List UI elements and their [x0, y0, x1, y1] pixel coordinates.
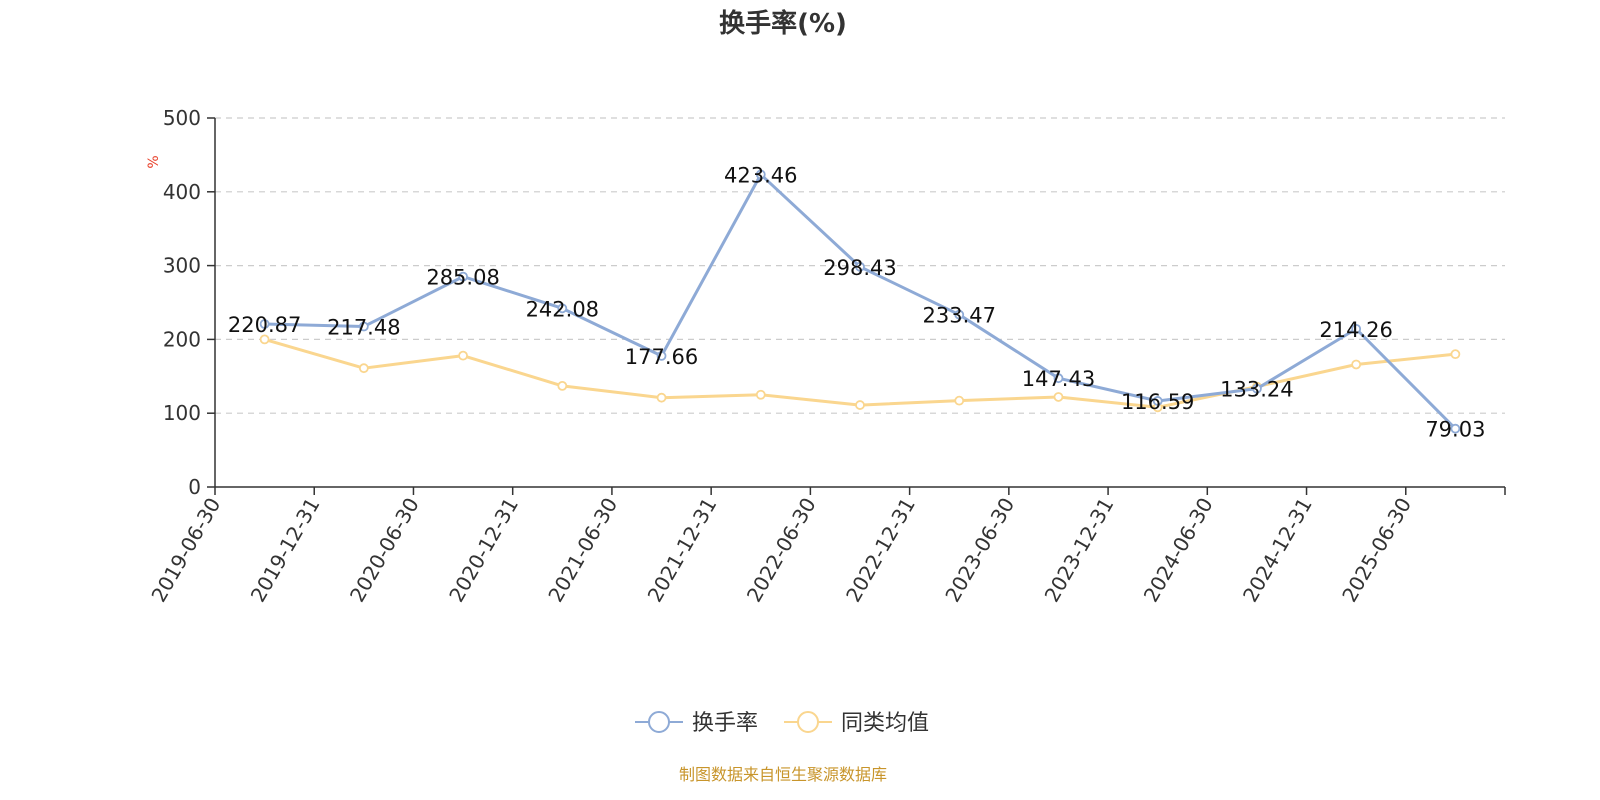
data-point	[259, 334, 270, 345]
data-label: 147.43	[1022, 367, 1095, 391]
x-tick-label: 2025-06-30	[1337, 494, 1416, 607]
data-label: 217.48	[327, 315, 400, 339]
data-point	[557, 303, 568, 314]
y-tick-label: 400	[163, 180, 201, 204]
x-tick-label: 2021-06-30	[543, 494, 622, 607]
data-point	[1053, 373, 1064, 384]
data-source-note: 制图数据来自恒生聚源数据库	[679, 765, 887, 784]
x-tick-label: 2023-12-31	[1040, 494, 1119, 607]
data-label: 233.47	[922, 304, 995, 328]
data-point	[954, 395, 965, 406]
data-label: 79.03	[1425, 418, 1485, 442]
data-point	[1351, 323, 1362, 334]
data-point	[1450, 349, 1461, 360]
data-label: 214.26	[1319, 318, 1392, 342]
data-label: 177.66	[625, 345, 698, 369]
data-label: 133.24	[1220, 378, 1293, 402]
series-lines	[259, 169, 1461, 434]
x-tick-label: 2021-12-31	[643, 494, 722, 607]
x-tick-label: 2023-06-30	[940, 494, 1019, 607]
grid-lines	[215, 117, 1505, 414]
x-tick-label: 2022-06-30	[742, 494, 821, 607]
y-tick-label: 100	[163, 401, 201, 425]
x-tick-label: 2022-12-31	[841, 494, 920, 607]
data-point	[458, 350, 468, 361]
legend-label: 换手率	[692, 711, 758, 736]
data-point	[656, 392, 667, 403]
y-tick-label: 200	[163, 327, 201, 351]
data-point	[954, 309, 965, 320]
legend-item-0[interactable]: 换手率	[635, 711, 758, 736]
data-point	[1053, 392, 1064, 402]
data-point	[755, 389, 766, 400]
data-point	[557, 380, 568, 391]
data-label: 298.43	[823, 256, 896, 280]
y-tick-label: 0	[188, 475, 201, 499]
data-label: 285.08	[426, 266, 499, 290]
x-tick-label: 2019-12-31	[246, 494, 325, 607]
data-point	[458, 271, 468, 282]
x-tick-label: 2024-06-30	[1139, 494, 1218, 607]
legend-marker-icon	[797, 711, 819, 733]
data-point	[656, 350, 667, 361]
data-label: 423.46	[724, 163, 797, 187]
chart-title: 换手率(%)	[719, 8, 847, 39]
axes: 0 100 200 300 400 500 2019-06-30 2019-12-31 2020…	[146, 106, 1506, 607]
data-point	[755, 169, 766, 180]
data-labels: 220.87 217.48 285.08 242.08 177.66 423.46 298.…	[228, 163, 1486, 441]
y-tick-label: 500	[163, 106, 201, 130]
data-point	[855, 400, 865, 410]
x-tick-label: 2024-12-31	[1238, 494, 1317, 607]
x-tick-label: 2019-06-30	[146, 494, 225, 607]
legend-marker-icon	[648, 711, 670, 733]
data-point	[1152, 396, 1163, 406]
x-tick-label: 2020-06-30	[345, 494, 424, 607]
x-tick-label: 2020-12-31	[444, 494, 523, 607]
legend-label: 同类均值	[841, 711, 929, 736]
data-point	[259, 319, 270, 329]
y-tick-label: 300	[163, 254, 201, 278]
data-point	[358, 321, 369, 332]
data-label: 220.87	[228, 313, 301, 337]
data-label: 116.59	[1121, 390, 1194, 414]
data-point	[1450, 423, 1461, 434]
legend[interactable]: 换手率 同类均值	[635, 711, 929, 736]
data-label: 242.08	[526, 297, 599, 321]
legend-item-1[interactable]: 同类均值	[784, 711, 929, 736]
data-point	[855, 261, 865, 272]
data-point	[1252, 383, 1262, 394]
data-point	[1351, 359, 1362, 370]
y-axis-label: %	[146, 155, 162, 168]
data-point	[358, 363, 369, 374]
